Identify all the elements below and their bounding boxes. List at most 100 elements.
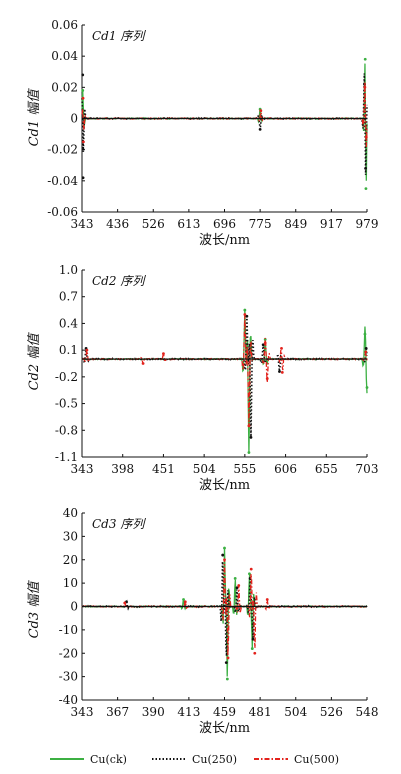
data-point bbox=[363, 57, 367, 61]
data-point bbox=[364, 187, 368, 191]
x-tick-label: 451 bbox=[152, 462, 175, 476]
data-point bbox=[182, 598, 185, 601]
data-point bbox=[221, 553, 225, 557]
y-tick-label: 1.0 bbox=[59, 263, 78, 277]
data-point bbox=[265, 598, 269, 601]
y-tick-label: 30 bbox=[63, 529, 78, 543]
y-tick-label: -40 bbox=[59, 693, 78, 707]
data-point bbox=[243, 308, 247, 312]
data-point bbox=[365, 386, 369, 389]
y-tick-label: -0.2 bbox=[55, 370, 78, 384]
series-line-cu-250- bbox=[81, 316, 368, 437]
x-tick-label: 481 bbox=[249, 705, 272, 719]
data-point bbox=[245, 314, 249, 318]
data-point bbox=[183, 600, 187, 604]
data-point bbox=[364, 166, 367, 170]
panel-label: Cd1 序列 bbox=[92, 29, 146, 43]
series-line-cu-500- bbox=[81, 82, 368, 147]
data-point bbox=[224, 661, 228, 664]
x-tick-label: 367 bbox=[106, 705, 129, 719]
data-point bbox=[280, 371, 284, 374]
y-tick-label: -20 bbox=[59, 646, 78, 660]
x-tick-label: 526 bbox=[320, 705, 343, 719]
y-axis-title: Cd2 幅值 bbox=[27, 332, 42, 391]
y-tick-label: -1.1 bbox=[55, 450, 78, 464]
y-tick-label: 0 bbox=[70, 600, 78, 614]
x-tick-label: 526 bbox=[142, 217, 165, 231]
data-point bbox=[123, 601, 127, 605]
y-tick-label: -0.04 bbox=[47, 174, 78, 188]
data-point bbox=[81, 73, 85, 77]
y-tick-label: 40 bbox=[63, 506, 78, 520]
data-point bbox=[259, 109, 263, 113]
data-point bbox=[162, 352, 165, 356]
data-point bbox=[249, 436, 253, 439]
legend-item: Cu(250) bbox=[152, 753, 237, 766]
data-point bbox=[364, 135, 368, 139]
data-point bbox=[258, 128, 262, 131]
data-point bbox=[81, 96, 85, 100]
data-point bbox=[233, 577, 237, 580]
data-point bbox=[251, 637, 255, 641]
x-tick-label: 504 bbox=[193, 462, 216, 476]
x-tick-label: 459 bbox=[213, 705, 236, 719]
y-tick-label: 10 bbox=[63, 576, 78, 590]
legend: Cu(ck) Cu(250) Cu(500) bbox=[50, 753, 339, 766]
y-tick-label: -10 bbox=[59, 623, 78, 637]
panel-label: Cd3 序列 bbox=[92, 517, 146, 531]
data-point bbox=[237, 584, 241, 587]
x-tick-label: 436 bbox=[106, 217, 129, 231]
data-point bbox=[253, 651, 257, 655]
data-point bbox=[85, 348, 89, 352]
legend-item: Cu(500) bbox=[254, 753, 339, 766]
data-point bbox=[243, 313, 247, 316]
data-point bbox=[280, 346, 283, 350]
x-axis-title: 波长/nm bbox=[199, 478, 250, 493]
data-point bbox=[278, 370, 281, 373]
x-tick-label: 343 bbox=[71, 705, 94, 719]
y-tick-label: 0.04 bbox=[51, 49, 78, 63]
data-point bbox=[247, 451, 251, 454]
x-tick-label: 390 bbox=[142, 705, 165, 719]
series-line-cu-500- bbox=[81, 314, 368, 426]
y-tick-label: 0.02 bbox=[51, 80, 78, 94]
x-tick-label: 917 bbox=[320, 217, 343, 231]
data-point bbox=[235, 586, 239, 590]
y-tick-label: 0.1 bbox=[59, 343, 78, 357]
x-tick-label: 849 bbox=[284, 217, 307, 231]
data-point bbox=[364, 346, 368, 350]
y-tick-label: 0.4 bbox=[59, 316, 78, 330]
y-axis-title: Cd3 幅值 bbox=[27, 580, 42, 639]
x-tick-label: 703 bbox=[356, 462, 379, 476]
data-point bbox=[82, 140, 85, 144]
data-point bbox=[225, 677, 229, 681]
y-tick-label: -0.02 bbox=[47, 143, 78, 157]
x-tick-label: 413 bbox=[177, 705, 200, 719]
y-tick-label: 0 bbox=[70, 112, 78, 126]
data-point bbox=[81, 89, 85, 92]
data-point bbox=[249, 567, 253, 571]
y-tick-label: -0.06 bbox=[47, 205, 78, 219]
data-point bbox=[261, 343, 265, 347]
data-point bbox=[226, 656, 230, 660]
data-point bbox=[81, 176, 85, 180]
x-tick-label: 775 bbox=[249, 217, 272, 231]
x-tick-label: 979 bbox=[356, 217, 379, 231]
x-tick-label: 696 bbox=[213, 217, 236, 231]
data-point bbox=[263, 341, 267, 345]
y-tick-label: -30 bbox=[59, 670, 78, 684]
x-tick-label: 343 bbox=[71, 462, 94, 476]
x-tick-label: 606 bbox=[274, 462, 297, 476]
series-line-cu-250- bbox=[81, 73, 368, 175]
x-tick-label: 655 bbox=[315, 462, 338, 476]
x-axis-title: 波长/nm bbox=[199, 233, 250, 248]
y-tick-label: -0.8 bbox=[55, 423, 78, 437]
series-line-cu-ck- bbox=[81, 310, 368, 453]
data-point bbox=[247, 424, 251, 428]
data-point bbox=[141, 362, 145, 365]
legend-label: Cu(500) bbox=[294, 753, 339, 766]
data-point bbox=[223, 546, 226, 550]
